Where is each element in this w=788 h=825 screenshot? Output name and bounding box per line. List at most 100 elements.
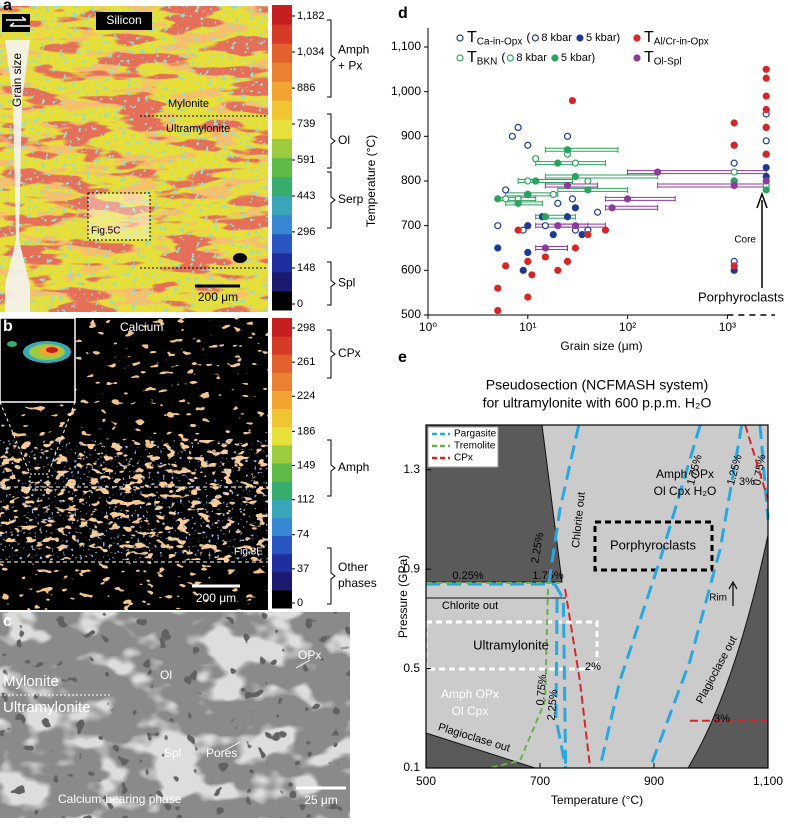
range-bar	[544, 182, 599, 189]
phase-label: phases	[338, 576, 377, 590]
x-tick-label: 700	[530, 774, 550, 788]
marker	[584, 177, 592, 185]
range-bar	[505, 200, 543, 207]
colorbar-tick-label: 37	[297, 563, 309, 575]
marker	[549, 231, 557, 239]
legend-label: Al/Cr-in-Opx	[654, 37, 709, 48]
y-tick-label: 0.1	[403, 760, 420, 774]
colorbar-segment	[272, 119, 292, 139]
colorbar-tick-label: 298	[297, 322, 315, 334]
legend-key: 5 kbar)	[561, 52, 595, 64]
legend-paren: (	[526, 30, 530, 44]
legend-symbol: T	[467, 49, 477, 66]
range-bar	[544, 173, 659, 180]
isopleth	[554, 598, 568, 769]
isopleth	[648, 424, 744, 769]
zone-label: Ultramylonite	[3, 699, 91, 716]
colorbar-segment	[272, 290, 292, 311]
marker	[541, 253, 549, 261]
legend-marker	[506, 54, 514, 62]
marker	[494, 222, 502, 230]
box-label: Ultramylonite	[473, 637, 549, 652]
marker	[762, 65, 770, 73]
colorbar-tick-label: 149	[297, 459, 315, 471]
image-texture	[0, 440, 268, 560]
colorbar-segment	[272, 426, 292, 446]
range-bar	[535, 160, 606, 167]
marker	[762, 74, 770, 82]
zone-label: Mylonite	[168, 98, 209, 110]
marker	[554, 266, 562, 274]
colorbar-tick-label: 261	[297, 356, 315, 368]
isopleth-label: 2.25%	[546, 689, 561, 721]
annotation: Rim	[709, 593, 727, 604]
isopleth	[744, 424, 769, 500]
colorbar-segment	[272, 535, 292, 555]
marker	[524, 190, 532, 198]
phase-label: Other	[338, 560, 368, 574]
y-tick-label: 0.9	[403, 561, 420, 575]
marker	[762, 164, 770, 172]
x-tick-label: 10³	[719, 320, 736, 334]
legend-symbol: T	[644, 29, 654, 46]
range-bar	[544, 146, 619, 153]
y-tick-label: 500	[401, 307, 421, 321]
mineral-label: Pores	[206, 746, 237, 760]
x-tick-label: 10²	[619, 320, 636, 334]
label-box	[96, 12, 152, 30]
marker	[593, 208, 602, 216]
x-tick-label: 10⁰	[419, 320, 437, 334]
marker	[762, 137, 770, 145]
phase-bracket	[327, 171, 336, 229]
shear-icon	[2, 14, 30, 32]
figure-ref: Fig.5C	[91, 226, 120, 237]
colorbar-segment	[272, 372, 292, 391]
colorbar-segment	[272, 100, 292, 120]
colorbar-tick-label: 1,182	[297, 10, 325, 22]
marker	[571, 222, 580, 230]
colorbar-segment	[272, 444, 292, 464]
marker	[601, 226, 610, 234]
legend-label: CPx	[454, 453, 473, 464]
shear-icon	[6, 16, 30, 27]
marker	[528, 271, 536, 279]
colorbar-segment	[272, 24, 292, 44]
marker	[514, 199, 522, 207]
marker	[608, 204, 616, 212]
marker	[554, 199, 562, 207]
x-axis-label: Temperature (°C)	[551, 793, 643, 807]
scale-label: 25 μm	[304, 793, 338, 807]
marker	[568, 195, 577, 203]
y-tick-label: 1,100	[391, 39, 421, 53]
inset-grain	[7, 341, 17, 347]
isopleth-label: 0.25%	[452, 570, 483, 582]
zone-label: Ultramylonite	[166, 123, 230, 135]
legend-marker	[456, 34, 464, 42]
marker	[563, 257, 572, 265]
isopleth	[489, 589, 549, 769]
phase-bracket	[327, 19, 336, 98]
legend-key: 8 kbar	[541, 32, 572, 44]
isopleth-label: 0.75%	[535, 674, 550, 706]
range-bar	[604, 195, 676, 202]
legend-label: Ol-Spl	[654, 57, 682, 68]
element-label: Silicon	[106, 13, 141, 27]
marker	[571, 204, 580, 212]
marker	[494, 195, 502, 203]
legend-marker	[633, 34, 641, 42]
image-texture	[0, 6, 268, 312]
marker	[568, 96, 577, 105]
phase-label: Amph	[338, 43, 369, 57]
x-tick-label: 1,100	[753, 774, 783, 788]
figure-box	[87, 192, 151, 241]
range-bar	[627, 169, 767, 176]
chart-title: Pseudosection (NCFMASH system)	[486, 377, 709, 393]
y-tick-label: 1,000	[391, 84, 421, 98]
zone-label: Mylonite	[3, 673, 59, 690]
phase-label: Ol	[338, 133, 350, 147]
colorbar-segment	[272, 195, 292, 216]
phase-bracket	[327, 439, 336, 497]
legend-key: 5 kbar)	[586, 32, 620, 44]
